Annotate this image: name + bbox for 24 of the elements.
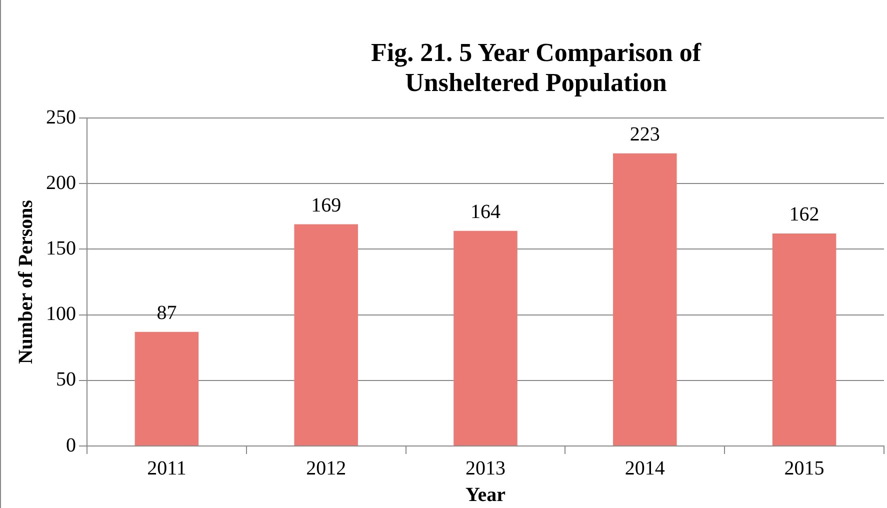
chart-title: Fig. 21. 5 Year Comparison of Unsheltered Population [370,38,702,98]
x-tick-label: 2012 [306,457,346,480]
y-tick-label: 0 [66,434,76,456]
y-tick-label: 50 [56,368,76,391]
y-tick-label: 250 [46,106,76,128]
y-tick-label: 200 [46,172,76,194]
data-label: 162 [789,204,820,226]
bar [772,233,836,446]
data-label: 164 [470,201,500,224]
bar [454,230,518,446]
bar [613,153,677,446]
x-axis-title: Year [466,484,506,506]
data-label: 87 [156,302,177,324]
bar [294,224,358,446]
y-tick-label: 100 [46,303,76,326]
x-tick-label: 2015 [784,457,824,480]
data-label: 223 [630,124,660,146]
x-tick-label: 2013 [466,457,506,480]
data-label: 169 [311,194,342,217]
x-tick-label: 2011 [147,457,186,480]
y-tick-label: 150 [46,237,76,260]
bar [134,332,199,446]
x-tick-label: 2014 [624,457,665,480]
y-axis-title: Number of Persons [15,200,38,364]
